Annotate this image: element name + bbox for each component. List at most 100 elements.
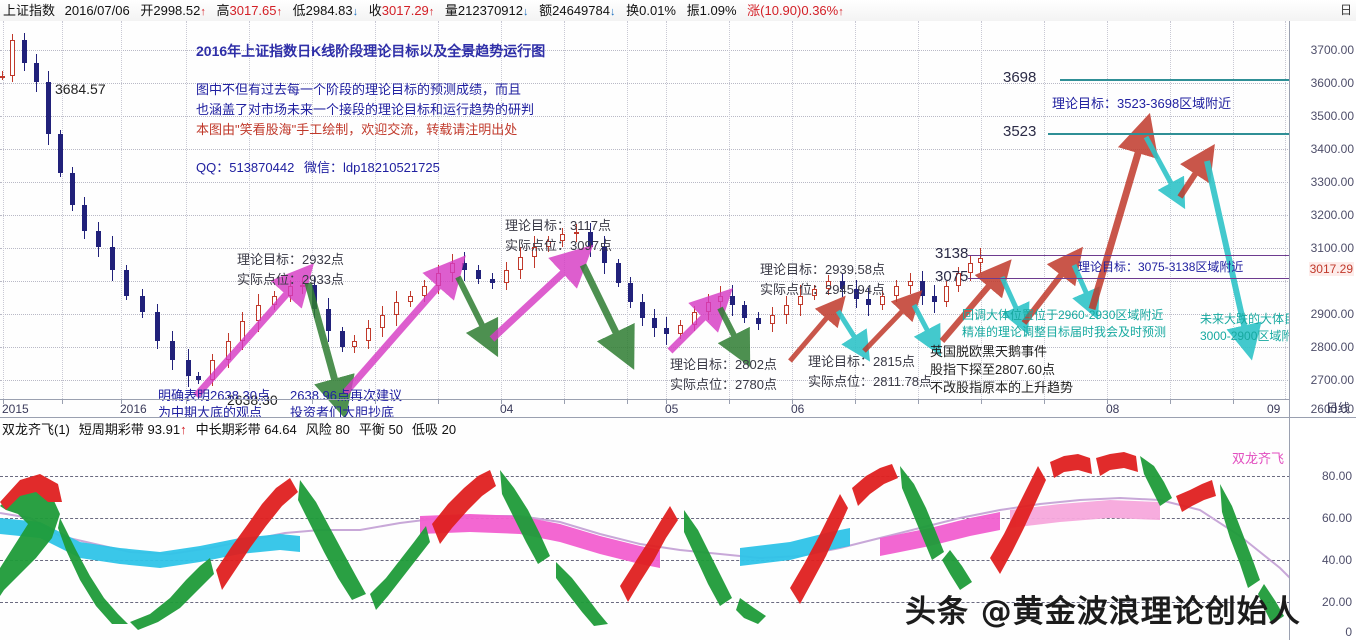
indicator-header: 双龙齐飞(1) 短周期彩带 93.91↑ 中长期彩带 64.64 风险 80 平衡 50… xyxy=(2,419,456,438)
annotation-target-2802-line-1: 理论目标：2802点 xyxy=(670,357,777,372)
y-tick-3300: 3300.00 xyxy=(1310,175,1354,189)
indicator-name: 双龙齐飞(1) xyxy=(2,422,70,437)
annotation-brexit-line-2: 股指下探至2807.60点 xyxy=(930,362,1055,377)
quote-field-volume: 量212370912↓ xyxy=(445,0,529,21)
annotation-target-2939-line-1: 理论目标：2939.58点 xyxy=(760,262,885,277)
description-line-1: 图中不但有过去每一个阶段的理论目标的预测成绩，而且 xyxy=(196,82,522,97)
x-tick-2015: 2015 xyxy=(2,402,29,416)
arrow-down-icon: ↓ xyxy=(523,6,529,18)
indicator-metric-3-value: 50 xyxy=(388,422,403,437)
price-y-axis: 3700.00 3600.00 3500.00 3400.00 3300.00 … xyxy=(1289,21,1356,417)
quote-period-indicator: 日 xyxy=(1339,3,1352,17)
annotation-target-2815-line-2: 实际点位：2811.78点 xyxy=(808,374,933,389)
price-x-axis: 2015 2016 04 05 06 08 09 xyxy=(0,399,1290,417)
ind-tick-20: 20.00 xyxy=(1321,595,1352,609)
quote-label-high: 高 xyxy=(216,3,230,18)
qq-label: QQ： xyxy=(196,160,230,175)
arrow-up-icon: ↑ xyxy=(180,422,187,437)
quote-field-low: 低2984.83↓ xyxy=(293,0,359,21)
x-tick-2016: 2016 xyxy=(120,402,147,416)
annotation-brexit-line-1: 英国脱欧黑天鹅事件 xyxy=(930,344,1048,359)
ind-tick-0: 0 xyxy=(1345,625,1352,639)
indicator-metric-1-value: 64.64 xyxy=(264,422,297,437)
y-tick-2700: 2700.00 xyxy=(1310,373,1354,387)
indicator-metric-4-value: 20 xyxy=(441,422,457,437)
arrow-down-icon: ↓ xyxy=(609,6,616,18)
arrow-up-icon: ↑ xyxy=(276,6,283,18)
annotation-bottom-mid-line-2: 投资者们大胆抄底 xyxy=(290,405,395,420)
quote-value-change: (10.90)0.36% xyxy=(760,3,839,18)
y-tick-3400: 3400.00 xyxy=(1310,142,1354,156)
quote-bar: 上证指数 2016/07/06 开2998.52↑ 高3017.65↑ 低298… xyxy=(0,0,1356,22)
indicator-metric-0-value: 93.91 xyxy=(147,422,181,437)
y-tick-2900: 2900.00 xyxy=(1310,307,1354,321)
quote-value-low: 2984.83 xyxy=(305,3,353,18)
contact-line: QQ：513870442 微信：ldp18210521725 xyxy=(196,159,440,176)
level-label-3138: 3138 xyxy=(935,245,969,262)
annotation-pullback-line-2: 精准的理论调整目标届时我会及时预测 xyxy=(962,325,1167,339)
quote-value-turnover-rate: 0.01% xyxy=(639,3,676,18)
y-tick-current-price: 3017.29 xyxy=(1308,262,1354,276)
annotation-target-3075-3138: 理论目标：3075-3138区域附近 xyxy=(1078,260,1244,274)
y-tick-3600: 3600.00 xyxy=(1310,76,1354,90)
x-tick-06: 06 xyxy=(791,402,805,416)
instrument-name: 上证指数 xyxy=(3,3,56,18)
indicator-metric-2-label: 风险 xyxy=(305,422,332,437)
annotation-target-2939-line-2: 实际点位：2945.94点 xyxy=(760,282,885,297)
quote-label-turnover: 额 xyxy=(539,3,553,18)
quote-label-close: 收 xyxy=(368,3,382,18)
y-tick-2600: 2600.00 xyxy=(1310,402,1354,416)
level-line-3138 xyxy=(968,255,1290,256)
quote-field-amplitude: 振1.09% xyxy=(687,0,737,21)
y-tick-3200: 3200.00 xyxy=(1310,208,1354,222)
annotation-target-2932-line-2: 实际点位：2933点 xyxy=(237,272,344,287)
wechat-value: ldp18210521725 xyxy=(342,160,440,175)
price-chart-pane[interactable]: 3698 3523 3138 3075 2016年上证指数日K线阶段理论目标以及… xyxy=(0,21,1356,420)
wechat-label: 微信： xyxy=(303,160,343,175)
ind-tick-60: 60.00 xyxy=(1321,511,1352,525)
quote-field-open: 开2998.52↑ xyxy=(140,0,206,21)
price-label-3684: 3684.57 xyxy=(55,81,106,97)
quote-field-turnover-rate: 换0.01% xyxy=(626,0,676,21)
quote-label-amplitude: 振 xyxy=(686,3,700,18)
annotation-target-3117-line-1: 理论目标：3117点 xyxy=(505,218,611,233)
watermark-text: 头条 @黄金波浪理论创始人 xyxy=(905,594,1301,630)
quote-field-change: 涨(10.90)0.36%↑ xyxy=(747,0,844,21)
indicator-y-axis: 80.00 60.00 40.00 20.00 0 xyxy=(1289,418,1356,640)
annotation-target-3117-line-2: 实际点位：3097点 xyxy=(505,238,612,253)
quote-label-open: 开 xyxy=(140,3,154,18)
annotation-target-2815-line-1: 理论目标：2815点 xyxy=(808,354,915,369)
arrow-up-icon: ↑ xyxy=(200,6,206,18)
indicator-metric-4-label: 低吸 xyxy=(411,422,438,437)
annotation-target-2932-line-1: 理论目标：2932点 xyxy=(237,252,344,267)
price-label-2638: 2638.30 xyxy=(227,392,278,408)
description-line-3: 本图由"笑看股海"手工绘制，欢迎交流，转载请注明出处 xyxy=(196,122,518,137)
quote-value-volume: 212370912 xyxy=(457,3,523,18)
level-line-3075 xyxy=(968,278,1290,279)
annotation-pullback-line-1: 回调大体位置位于2960-2930区域附近 xyxy=(962,308,1164,322)
chart-title: 2016年上证指数日K线阶段理论目标以及全景趋势运行图 xyxy=(196,43,546,59)
indicator-metric-0-label: 短周期彩带 xyxy=(78,422,144,437)
quote-field-high: 高3017.65↑ xyxy=(216,0,283,21)
x-tick-05: 05 xyxy=(665,402,679,416)
quote-label-turnover-rate: 换 xyxy=(626,3,640,18)
quote-value-close: 3017.29 xyxy=(381,3,429,18)
level-line-3698 xyxy=(1060,79,1290,81)
qq-value: 513870442 xyxy=(229,160,295,175)
y-tick-2800: 2800.00 xyxy=(1310,340,1354,354)
arrow-up-icon: ↑ xyxy=(428,6,435,18)
candlestick-series xyxy=(0,21,1290,399)
quote-date: 2016/07/06 xyxy=(64,3,130,18)
indicator-metric-2-value: 80 xyxy=(335,422,350,437)
x-tick-04: 04 xyxy=(500,402,514,416)
level-label-3698: 3698 xyxy=(1003,69,1037,86)
ind-tick-80: 80.00 xyxy=(1321,469,1352,483)
x-tick-08: 08 xyxy=(1106,402,1120,416)
annotation-target-2802-line-2: 实际点位：2780点 xyxy=(670,377,777,392)
level-label-3075: 3075 xyxy=(935,268,969,285)
description-line-2: 也涵盖了对市场未来一个接段的理论目标和运行趋势的研判 xyxy=(196,102,535,117)
quote-value-turnover: 24649784 xyxy=(552,3,610,18)
y-tick-3500: 3500.00 xyxy=(1310,109,1354,123)
quote-value-open: 2998.52 xyxy=(153,3,201,18)
